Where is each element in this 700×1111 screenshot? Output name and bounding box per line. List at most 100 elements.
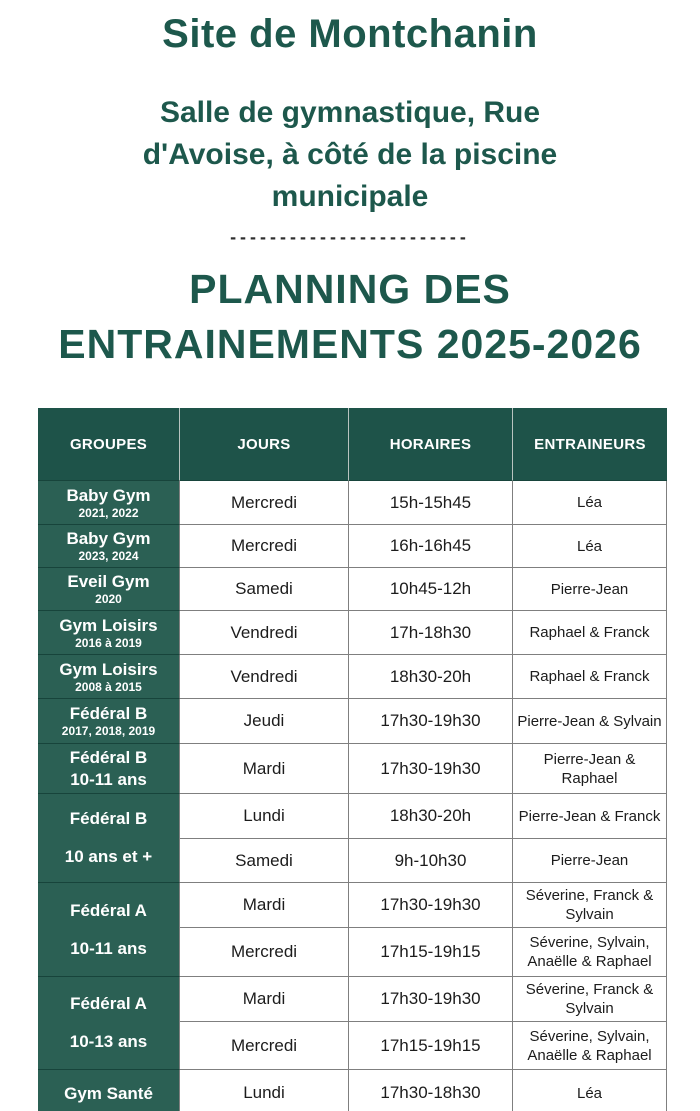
group-sublabel: 2008 à 2015 — [75, 679, 142, 694]
coach-cell: Pierre-Jean — [513, 839, 667, 883]
group-label: Gym Santé — [64, 1083, 153, 1103]
group-sublabel: 2016 à 2019 — [75, 635, 142, 650]
table-row: Fédéral A 10-13 ans Mardi 17h30-19h30 Sé… — [38, 977, 667, 1070]
day-cell: Mardi — [180, 744, 349, 794]
time-cell: 17h30-19h30 — [349, 699, 513, 744]
time-cell: 18h30-20h — [349, 655, 513, 699]
table-header-row: GROUPES JOURS HORAIRES ENTRAINEURS — [38, 408, 667, 481]
day-cell: Mercredi — [180, 481, 349, 525]
day-cell: Lundi — [180, 794, 349, 839]
venue-subtitle: Salle de gymnastique, Rue d'Avoise, à cô… — [142, 96, 558, 213]
table-row: Baby Gym 2021, 2022 Mercredi 15h-15h45 L… — [38, 481, 667, 525]
time-cell: 17h30-19h30 — [349, 744, 513, 794]
day-cell: Mercredi — [180, 1022, 349, 1070]
group-label: Fédéral A — [70, 994, 147, 1013]
table-row: Mercredi 17h15-19h15 Séverine, Sylvain, … — [38, 928, 667, 977]
group-cell: Eveil Gym 2020 — [38, 568, 180, 611]
coach-cell: Léa — [513, 481, 667, 525]
time-cell: 10h45-12h — [349, 568, 513, 611]
col-header-horaires: HORAIRES — [349, 408, 513, 481]
group-cell: Fédéral B 10 ans et + — [38, 794, 180, 883]
group-cell: Gym Loisirs 2008 à 2015 — [38, 655, 180, 699]
group-label: Baby Gym — [66, 485, 151, 505]
table-row: Gym Santé Lundi 17h30-18h30 Léa — [38, 1070, 667, 1111]
coach-cell: Séverine, Franck & Sylvain — [513, 977, 667, 1022]
group-cell: Baby Gym 2021, 2022 — [38, 481, 180, 525]
coach-cell: Séverine, Sylvain, Anaëlle & Raphael — [513, 928, 667, 977]
coach-cell: Pierre-Jean & Franck — [513, 794, 667, 839]
day-cell: Vendredi — [180, 655, 349, 699]
group-sublabel: 2017, 2018, 2019 — [61, 724, 156, 738]
day-cell: Vendredi — [180, 611, 349, 655]
page-title: Site de Montchanin — [162, 12, 538, 56]
group-label: Gym Loisirs — [59, 615, 158, 635]
coach-cell: Pierre-Jean & Raphael — [513, 744, 667, 794]
day-cell: Samedi — [180, 839, 349, 883]
time-cell: 15h-15h45 — [349, 481, 513, 525]
coach-cell: Séverine, Sylvain, Anaëlle & Raphael — [513, 1022, 667, 1070]
group-sublabel: 10-13 ans — [69, 1032, 148, 1051]
group-sublabel: 2020 — [95, 592, 122, 606]
time-cell: 17h15-19h15 — [349, 1022, 513, 1070]
table-row: Mercredi 17h15-19h15 Séverine, Sylvain, … — [38, 1022, 667, 1070]
table-row: Samedi 9h-10h30 Pierre-Jean — [38, 839, 667, 883]
day-cell: Mercredi — [180, 928, 349, 977]
table-row: Gym Loisirs 2016 à 2019 Vendredi 17h-18h… — [38, 611, 667, 655]
group-label: Eveil Gym — [67, 572, 150, 591]
time-cell: 17h30-19h30 — [349, 977, 513, 1022]
day-cell: Mardi — [180, 977, 349, 1022]
planning-heading: PLANNING DES ENTRAINEMENTS 2025-2026 — [0, 262, 700, 372]
time-cell: 17h-18h30 — [349, 611, 513, 655]
day-cell: Lundi — [180, 1070, 349, 1111]
table-row: Fédéral B 2017, 2018, 2019 Jeudi 17h30-1… — [38, 699, 667, 744]
group-cell: Fédéral B 2017, 2018, 2019 — [38, 699, 180, 744]
coach-cell: Léa — [513, 1070, 667, 1111]
group-cell: Gym Santé — [38, 1070, 180, 1111]
time-cell: 9h-10h30 — [349, 839, 513, 883]
coach-cell: Raphael & Franck — [513, 655, 667, 699]
group-sublabel: 10-11 ans — [70, 769, 147, 789]
dashed-divider: ------------------------ — [230, 227, 470, 247]
time-cell: 17h15-19h15 — [349, 928, 513, 977]
group-label: Gym Loisirs — [59, 659, 158, 679]
day-cell: Jeudi — [180, 699, 349, 744]
day-cell: Samedi — [180, 568, 349, 611]
coach-cell: Léa — [513, 525, 667, 568]
coach-cell: Pierre-Jean & Sylvain — [513, 699, 667, 744]
col-header-jours: JOURS — [180, 408, 349, 481]
time-cell: 17h30-18h30 — [349, 1070, 513, 1111]
group-label: Fédéral A — [70, 900, 147, 920]
group-cell: Fédéral B 10-11 ans — [38, 744, 180, 794]
table-row: Baby Gym 2023, 2024 Mercredi 16h-16h45 L… — [38, 525, 667, 568]
coach-cell: Pierre-Jean — [513, 568, 667, 611]
training-schedule-table: GROUPES JOURS HORAIRES ENTRAINEURS Baby … — [38, 408, 667, 1111]
group-cell: Fédéral A 10-13 ans — [38, 977, 180, 1070]
table-row: Fédéral B 10-11 ans Mardi 17h30-19h30 Pi… — [38, 744, 667, 794]
group-cell: Fédéral A 10-11 ans — [38, 883, 180, 977]
group-cell: Baby Gym 2023, 2024 — [38, 525, 180, 568]
table-row: Eveil Gym 2020 Samedi 10h45-12h Pierre-J… — [38, 568, 667, 611]
time-cell: 17h30-19h30 — [349, 883, 513, 928]
planning-heading-line1: PLANNING DES — [189, 266, 511, 312]
planning-heading-line2: ENTRAINEMENTS 2025-2026 — [58, 321, 642, 367]
time-cell: 16h-16h45 — [349, 525, 513, 568]
group-sublabel: 10 ans et + — [64, 847, 153, 866]
group-sublabel: 2023, 2024 — [78, 549, 139, 563]
coach-cell: Raphael & Franck — [513, 611, 667, 655]
group-cell: Gym Loisirs 2016 à 2019 — [38, 611, 180, 655]
col-header-groupes: GROUPES — [38, 408, 180, 481]
day-cell: Mercredi — [180, 525, 349, 568]
coach-cell: Séverine, Franck & Sylvain — [513, 883, 667, 928]
group-label: Fédéral B — [69, 809, 148, 828]
group-label: Baby Gym — [66, 529, 151, 548]
time-cell: 18h30-20h — [349, 794, 513, 839]
table-row: Gym Loisirs 2008 à 2015 Vendredi 18h30-2… — [38, 655, 667, 699]
col-header-entraineurs: ENTRAINEURS — [513, 408, 667, 481]
table-row: Fédéral B 10 ans et + Lundi 18h30-20h Pi… — [38, 794, 667, 883]
table-row: Fédéral A 10-11 ans Mardi 17h30-19h30 Sé… — [38, 883, 667, 977]
day-cell: Mardi — [180, 883, 349, 928]
group-sublabel: 10-11 ans — [70, 938, 147, 958]
group-label: Fédéral B — [69, 704, 148, 723]
group-label: Fédéral B — [69, 747, 148, 767]
